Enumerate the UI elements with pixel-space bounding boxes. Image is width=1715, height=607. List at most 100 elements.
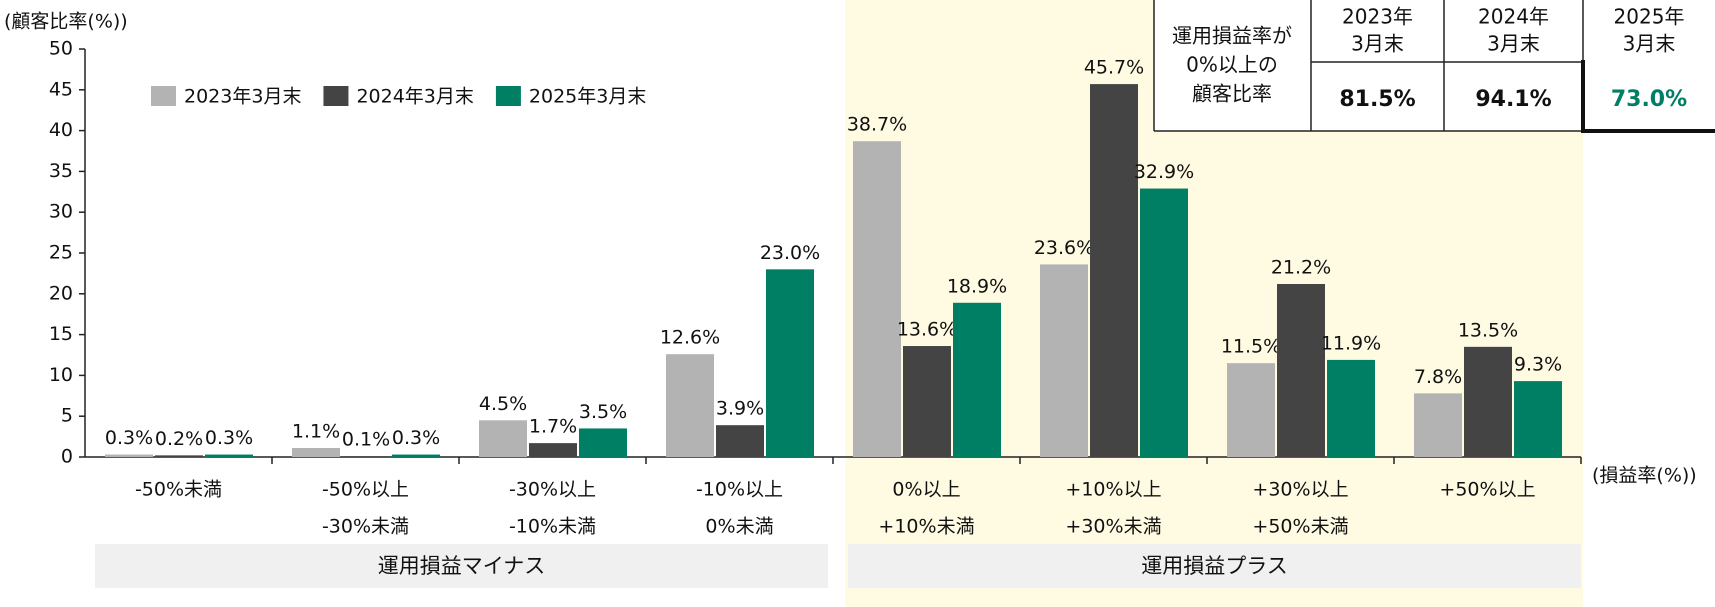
x-tick-label: +30%未満 [1065, 516, 1161, 538]
bar [392, 454, 440, 457]
group-label: 運用損益マイナス [378, 554, 546, 578]
data-label: 23.0% [760, 242, 820, 264]
bar [1227, 363, 1275, 457]
bar [953, 302, 1001, 457]
bar [579, 428, 627, 457]
bar [1090, 84, 1138, 457]
bar [1414, 393, 1462, 457]
x-axis-label: (損益率(%)) [1592, 465, 1697, 487]
table-value: 94.1% [1475, 87, 1551, 112]
data-label: 4.5% [479, 393, 527, 415]
legend-swatch [495, 86, 521, 106]
bar [1514, 381, 1562, 457]
table-value: 73.0% [1611, 87, 1687, 112]
bar [766, 269, 814, 457]
table-column-header: 2024年 [1478, 5, 1549, 29]
data-label: 13.5% [1458, 319, 1518, 341]
bar [853, 141, 901, 457]
x-tick-label: 0%未満 [705, 516, 773, 538]
data-label: 13.6% [897, 319, 957, 341]
group-label: 運用損益プラス [1141, 554, 1288, 578]
group-band [848, 544, 1581, 588]
bar [105, 454, 153, 457]
bar [1327, 359, 1375, 457]
x-tick-label: -10%以上 [696, 479, 783, 501]
bar [1140, 188, 1188, 457]
table-column-header: 2025年 [1614, 5, 1685, 29]
data-label: 0.3% [105, 427, 153, 449]
bar [1040, 264, 1088, 457]
x-tick-label: 0%以上 [892, 479, 960, 501]
data-label: 0.3% [392, 427, 440, 449]
y-tick-label: 0 [61, 446, 73, 468]
y-tick-label: 45 [49, 78, 73, 100]
bar [292, 448, 340, 457]
y-tick-label: 20 [49, 282, 73, 304]
table-column-header: 2023年 [1342, 5, 1413, 29]
group-band [95, 544, 828, 588]
data-label: 7.8% [1414, 366, 1462, 388]
y-tick-label: 25 [49, 242, 73, 264]
bar [666, 354, 714, 457]
bar [1464, 346, 1512, 457]
data-label: 9.3% [1514, 354, 1562, 376]
data-label: 12.6% [660, 327, 720, 349]
x-tick-label: +10%未満 [878, 516, 974, 538]
y-tick-label: 10 [49, 364, 73, 386]
data-label: 45.7% [1084, 57, 1144, 79]
x-tick-label: +50%以上 [1439, 479, 1535, 501]
x-tick-label: -10%未満 [509, 516, 596, 538]
x-tick-label: -30%以上 [509, 479, 596, 501]
data-label: 21.2% [1271, 257, 1331, 279]
table-bg [1154, 0, 1715, 131]
data-label: 0.1% [342, 429, 390, 451]
bar [342, 456, 390, 457]
data-label: 3.9% [716, 398, 764, 420]
data-label: 23.6% [1034, 237, 1094, 259]
data-label: 0.3% [205, 427, 253, 449]
legend-label: 2025年3月末 [529, 86, 646, 108]
data-label: 0.2% [155, 428, 203, 450]
y-tick-label: 5 [61, 405, 73, 427]
bar [529, 443, 577, 457]
y-tick-label: 35 [49, 160, 73, 182]
table-value: 81.5% [1339, 87, 1415, 112]
table-column-header: 3月末 [1351, 32, 1404, 56]
data-label: 18.9% [947, 275, 1007, 297]
data-label: 38.7% [847, 114, 907, 136]
x-tick-label: +50%未満 [1252, 516, 1348, 538]
data-label: 1.1% [292, 421, 340, 443]
data-label: 1.7% [529, 416, 577, 438]
table-row-header: 0%以上の [1186, 53, 1278, 77]
y-tick-label: 50 [49, 38, 73, 60]
y-tick-label: 30 [49, 201, 73, 223]
bar [1277, 284, 1325, 457]
table-column-header: 3月末 [1623, 32, 1676, 56]
legend-swatch [323, 86, 349, 106]
bar [155, 455, 203, 457]
bar [716, 425, 764, 457]
data-label: 11.9% [1321, 332, 1381, 354]
data-label: 32.9% [1134, 161, 1194, 183]
y-axis-label: (顧客比率(%)) [4, 11, 128, 33]
y-tick-label: 40 [49, 119, 73, 141]
x-tick-label: +10%以上 [1065, 479, 1161, 501]
legend-label: 2024年3月末 [356, 86, 473, 108]
bar [903, 346, 951, 457]
x-tick-label: -50%未満 [135, 479, 222, 501]
legend-label: 2023年3月末 [184, 86, 301, 108]
data-label: 3.5% [579, 401, 627, 423]
x-tick-label: -30%未満 [322, 516, 409, 538]
y-tick-label: 15 [49, 323, 73, 345]
table-row-header: 運用損益率が [1172, 24, 1292, 48]
table-row-header: 顧客比率 [1192, 82, 1272, 106]
data-label: 11.5% [1221, 336, 1281, 358]
bar [479, 420, 527, 457]
bar [205, 454, 253, 457]
table-column-header: 3月末 [1487, 32, 1540, 56]
legend-swatch [151, 86, 176, 106]
x-tick-label: -50%以上 [322, 479, 409, 501]
x-tick-label: +30%以上 [1252, 479, 1348, 501]
